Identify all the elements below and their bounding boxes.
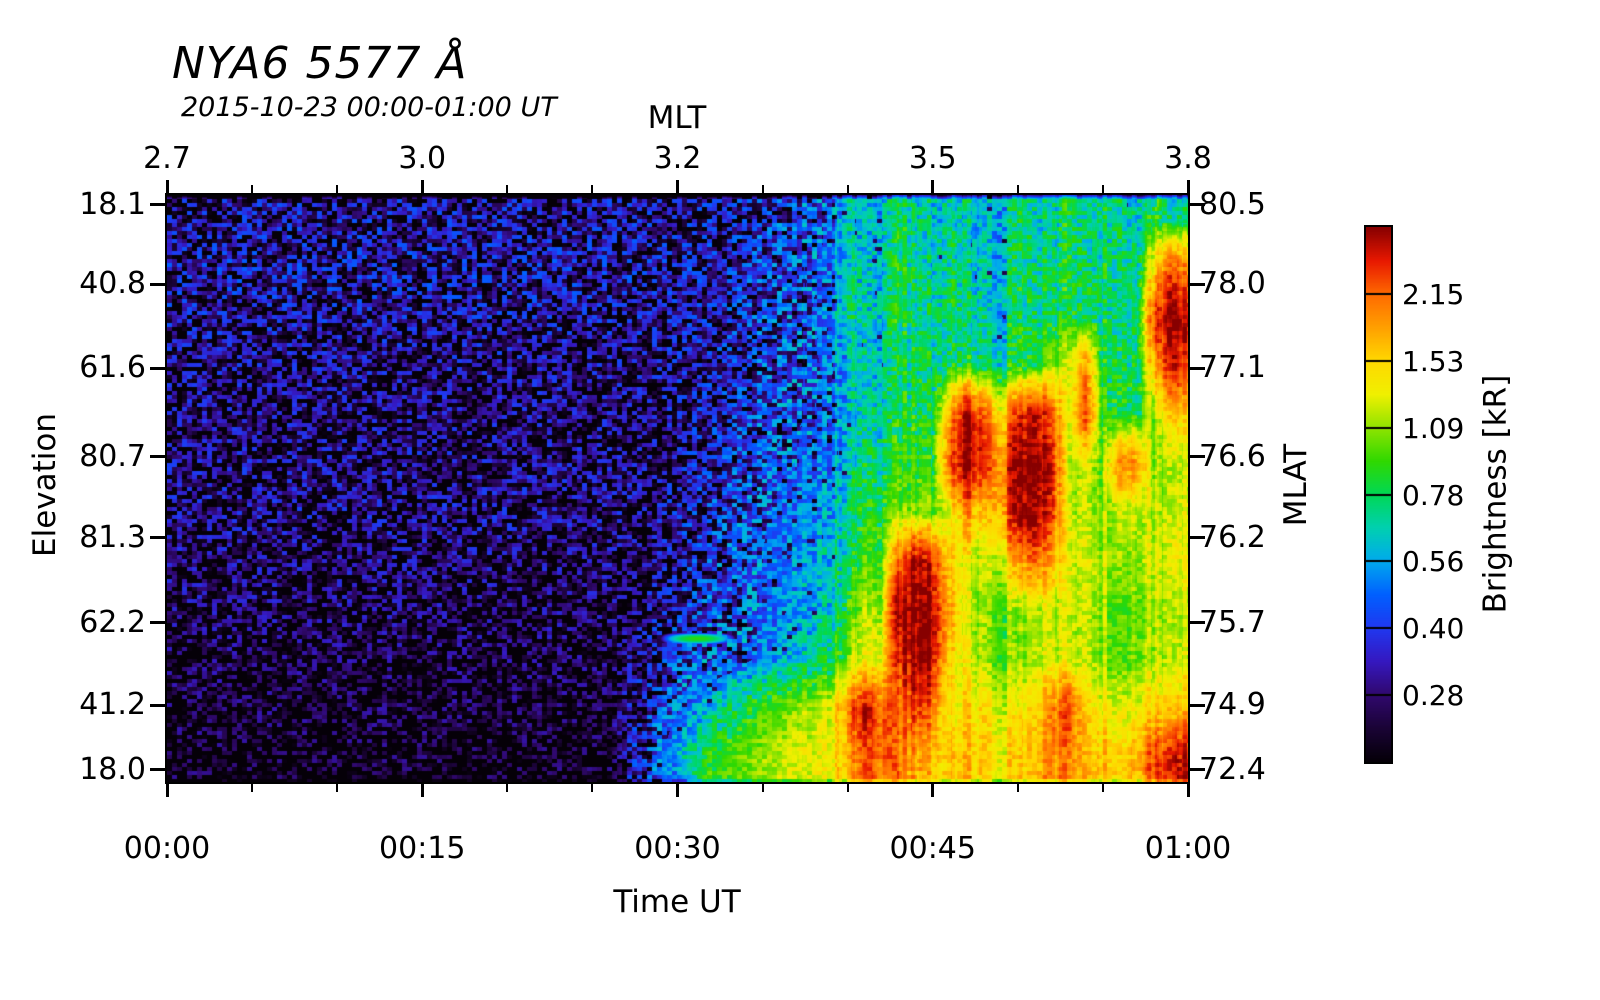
mlat-tick-label: 80.5 [1199, 186, 1266, 222]
mlt-axis-minor-tick [1016, 185, 1019, 193]
mlt-axis-minor-tick [1101, 185, 1104, 193]
mlat-axis-tick [1190, 768, 1205, 772]
mlat-axis-tick [1190, 536, 1205, 540]
mlt-axis-major-tick [165, 180, 169, 193]
colorbar-tick-label: 2.15 [1402, 277, 1465, 311]
elevation-axis-tick [150, 366, 165, 370]
time-axis-major-tick [1186, 784, 1190, 797]
elevation-axis-tick [150, 703, 165, 707]
mlat-axis-tick [1190, 455, 1205, 459]
colorbar-canvas [1366, 227, 1391, 762]
time-axis-major-tick [676, 784, 679, 797]
elevation-tick-label: 40.8 [79, 266, 146, 302]
time-axis-minor-tick [761, 784, 764, 792]
mlt-axis-minor-tick [251, 185, 254, 193]
mlt-tick-label: 2.7 [143, 141, 191, 176]
elevation-tick-label: 61.6 [79, 350, 146, 386]
time-tick-label: 00:15 [379, 831, 466, 866]
time-axis-minor-tick [846, 784, 849, 792]
elevation-axis-tick [150, 455, 165, 459]
mlat-tick-label: 72.4 [1199, 751, 1266, 787]
mlt-tick-label: 3.5 [908, 141, 957, 176]
time-axis-minor-tick [1101, 784, 1104, 792]
mlt-axis-minor-tick [846, 185, 849, 193]
elevation-tick-label: 41.2 [79, 687, 146, 723]
colorbar-tick-label: 0.40 [1402, 612, 1465, 646]
elevation-axis-tick [150, 768, 165, 772]
mlat-tick-label: 74.9 [1199, 687, 1266, 723]
mlat-axis-tick [1190, 703, 1205, 707]
elevation-axis-tick [150, 282, 165, 286]
elevation-tick-label: 18.0 [79, 751, 146, 787]
colorbar-tick-label: 0.56 [1402, 545, 1465, 579]
mlat-tick-label: 76.6 [1199, 438, 1266, 474]
time-axis-major-tick [931, 784, 935, 797]
mlt-tick-label: 3.8 [1164, 141, 1212, 176]
elevation-tick-label: 81.3 [79, 519, 146, 555]
mlt-axis-minor-tick [506, 185, 509, 193]
plot-subtitle: 2015-10-23 00:00-01:00 UT [181, 92, 557, 123]
mlt-tick-label: 3.0 [398, 141, 447, 176]
mlt-axis-minor-tick [761, 185, 764, 193]
elevation-tick-label: 18.1 [79, 186, 146, 222]
mlat-axis-tick [1190, 203, 1205, 207]
time-tick-label: 00:45 [889, 831, 976, 866]
time-tick-label: 00:00 [123, 831, 211, 866]
colorbar-tick-label: 0.28 [1402, 679, 1465, 713]
mlat-axis-tick [1190, 282, 1205, 286]
mlt-axis-major-tick [1186, 180, 1190, 193]
mlt-axis-major-tick [676, 180, 679, 193]
mlt-axis-title: MLT [647, 100, 707, 136]
mlt-axis-minor-tick [591, 185, 594, 193]
time-axis-minor-tick [251, 784, 254, 792]
time-tick-label: 00:30 [634, 831, 721, 866]
elevation-tick-label: 80.7 [79, 438, 146, 474]
time-axis-minor-tick [1016, 784, 1019, 792]
elevation-axis-tick [150, 621, 165, 625]
elevation-axis-tick [150, 203, 165, 207]
heatmap-canvas [167, 195, 1188, 782]
mlt-axis-minor-tick [336, 185, 339, 193]
mlt-tick-label: 3.2 [653, 141, 702, 176]
mlat-tick-label: 75.7 [1199, 604, 1266, 640]
time-axis-minor-tick [336, 784, 339, 792]
mlat-tick-label: 76.2 [1199, 519, 1266, 555]
time-axis-title: Time UT [613, 884, 741, 920]
mlt-axis-major-tick [420, 180, 424, 193]
mlat-axis-tick [1190, 621, 1205, 625]
colorbar-tick-label: 1.09 [1402, 411, 1465, 445]
time-axis-minor-tick [591, 784, 594, 792]
elevation-tick-label: 62.2 [79, 604, 146, 640]
colorbar-tick-label: 1.53 [1402, 344, 1465, 378]
mlat-tick-label: 78.0 [1199, 266, 1266, 302]
mlat-axis-tick [1190, 366, 1205, 370]
mlt-axis-major-tick [931, 180, 935, 193]
time-axis-major-tick [165, 784, 169, 797]
time-axis-minor-tick [506, 784, 509, 792]
time-tick-label: 01:00 [1144, 831, 1232, 866]
page-title: NYA6 5577 Å [172, 38, 468, 89]
elevation-axis-tick [150, 536, 165, 540]
colorbar-tick-label: 0.78 [1402, 478, 1465, 512]
mlat-tick-label: 77.1 [1199, 350, 1266, 386]
time-axis-major-tick [420, 784, 424, 797]
colorbar-frame [1364, 225, 1393, 764]
